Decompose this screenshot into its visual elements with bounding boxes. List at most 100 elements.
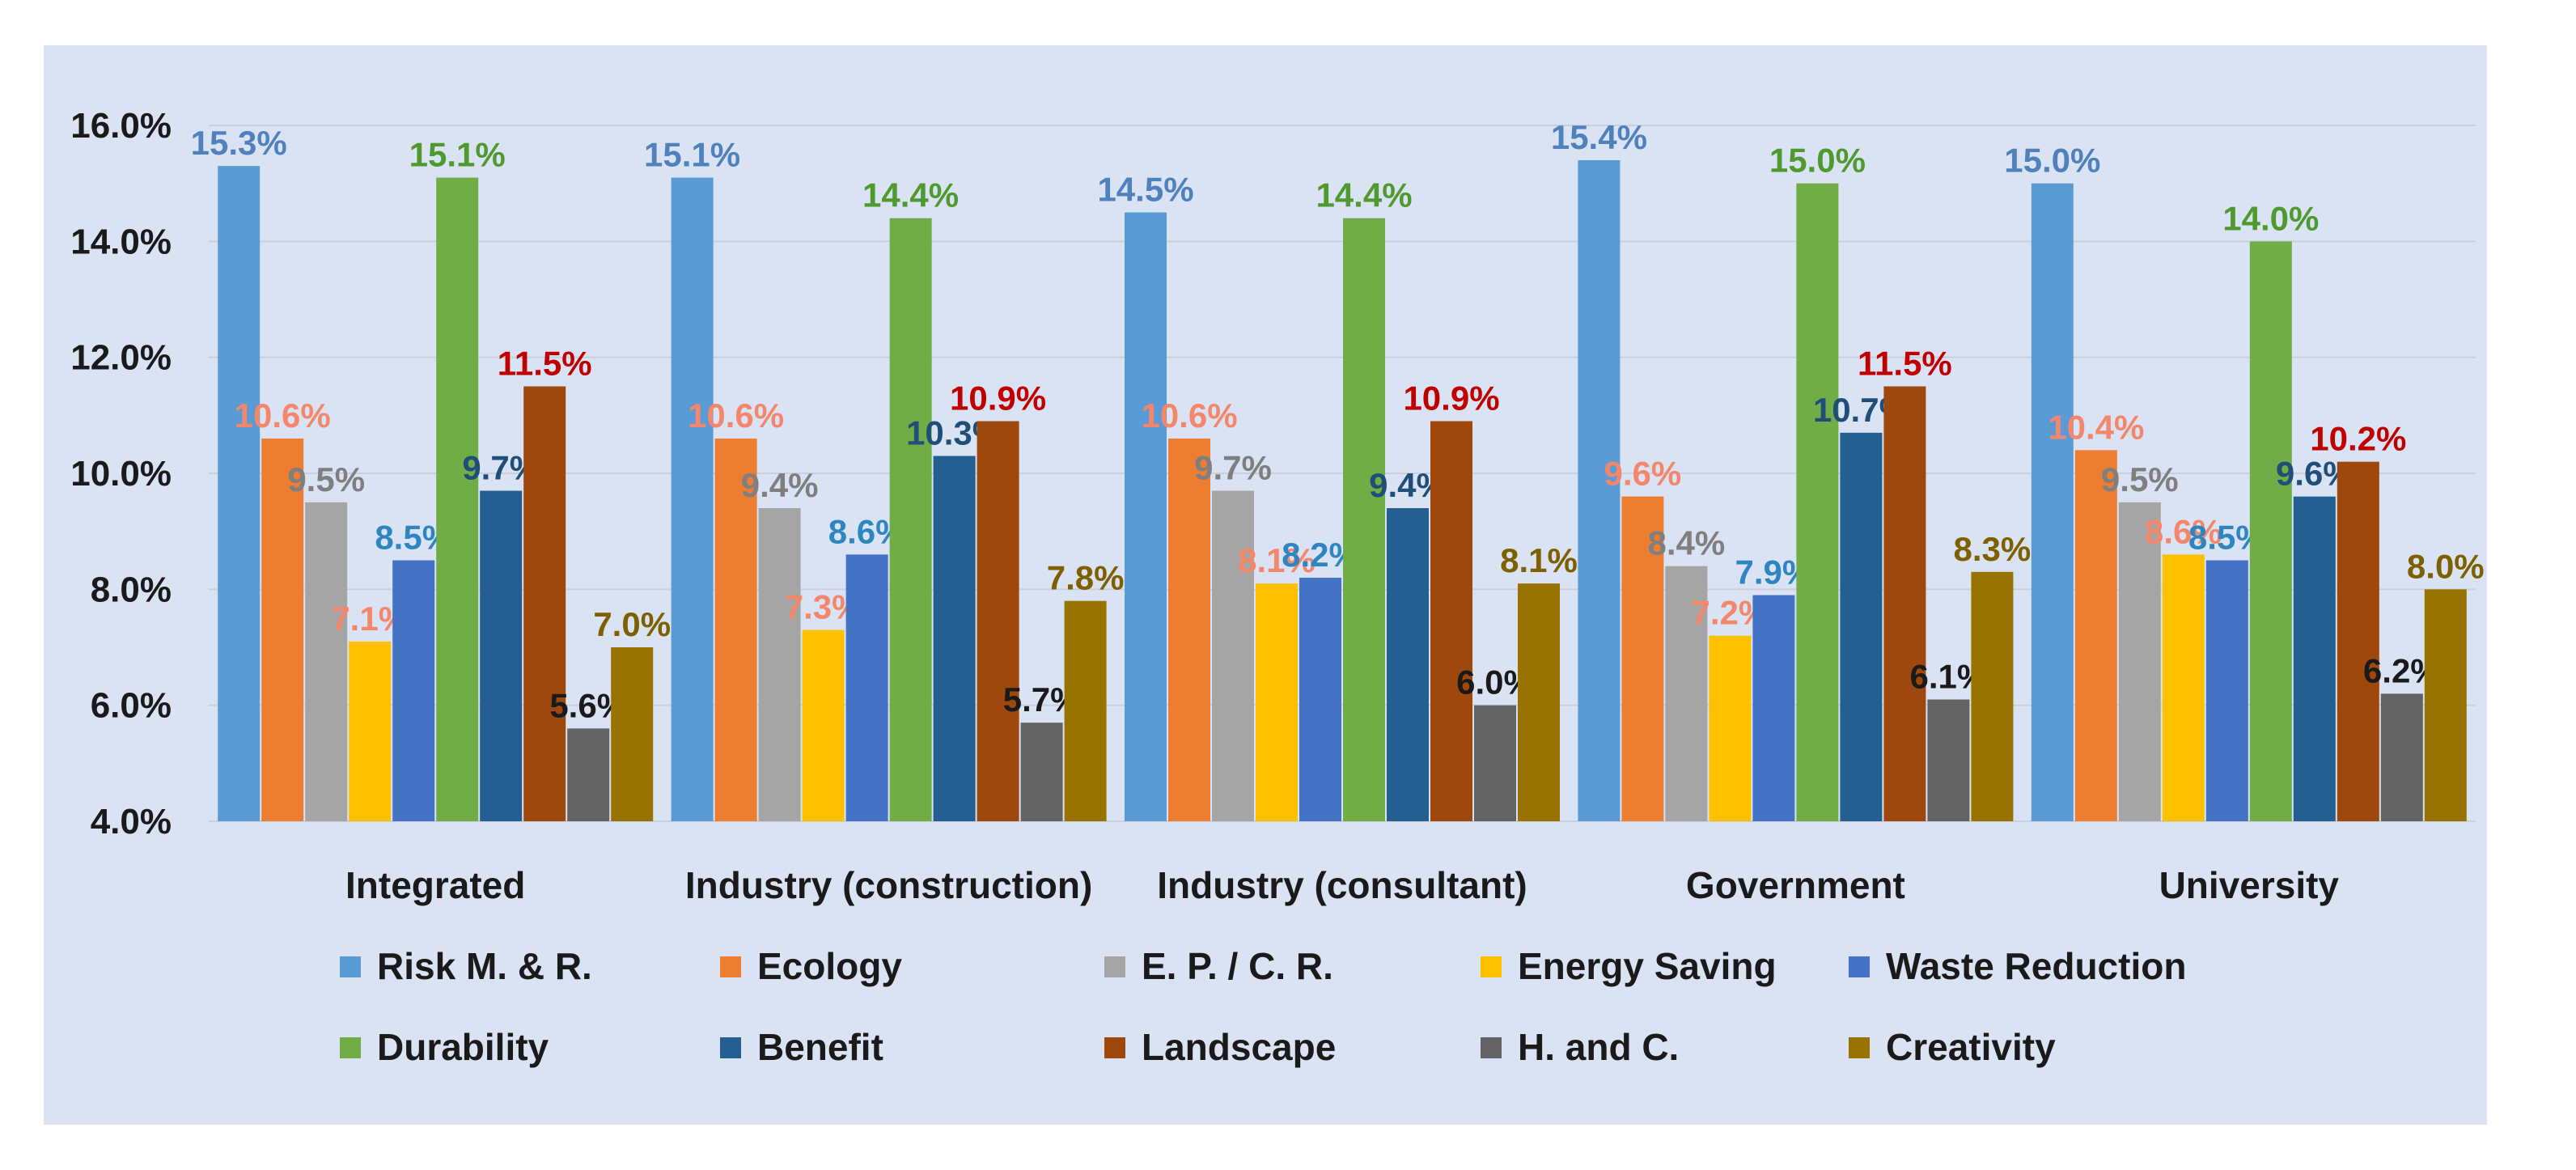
bar-ecology-university: [2074, 450, 2117, 821]
legend-label-energy-saving: Energy Saving: [1518, 945, 1777, 987]
data-label: 15.1%: [644, 136, 740, 174]
bar-landscape-industry-consultant: [1430, 421, 1472, 821]
data-label: 8.6%: [2145, 512, 2222, 550]
bar-creativity-government: [1971, 571, 2014, 821]
data-label: 11.5%: [1858, 345, 1952, 383]
bar-waste-reduction-integrated: [392, 560, 435, 821]
legend-swatch-risk-m-r: [340, 956, 361, 977]
bar-ecology-integrated: [261, 439, 304, 821]
legend-label-creativity: Creativity: [1886, 1026, 2056, 1068]
legend-swatch-durability: [340, 1037, 361, 1058]
data-label: 8.4%: [1648, 524, 1726, 562]
bar-benefit-integrated: [480, 490, 523, 821]
legend-label-h-and-c: H. and C.: [1518, 1026, 1679, 1068]
bar-landscape-government: [1883, 386, 1926, 821]
data-label: 10.6%: [235, 396, 331, 435]
bar-benefit-university: [2293, 496, 2336, 821]
bar-landscape-industry-construction: [977, 421, 1019, 821]
y-tick-label: 10.0%: [70, 454, 172, 494]
bar-landscape-university: [2337, 461, 2379, 821]
data-label: 7.0%: [593, 605, 671, 643]
bar-durability-industry-consultant: [1343, 218, 1385, 822]
bar-h-and-c-government: [1927, 699, 1970, 821]
legend-swatch-creativity: [1849, 1037, 1870, 1058]
data-label: 15.3%: [191, 124, 287, 162]
data-label: 10.2%: [2310, 420, 2406, 458]
bar-energy-saving-industry-consultant: [1256, 583, 1298, 821]
data-label: 9.4%: [741, 466, 819, 504]
bar-landscape-integrated: [523, 386, 566, 821]
legend-label-landscape: Landscape: [1142, 1026, 1336, 1068]
data-label: 8.1%: [1500, 541, 1578, 579]
data-label: 10.9%: [950, 379, 1046, 418]
bar-e-p-c-r-integrated: [305, 502, 348, 821]
bar-durability-government: [1796, 183, 1839, 821]
bar-waste-reduction-industry-consultant: [1299, 578, 1341, 821]
data-label: 9.6%: [1604, 455, 1682, 493]
bar-energy-saving-integrated: [349, 641, 392, 821]
bar-risk-m-r-industry-consultant: [1125, 212, 1167, 821]
bar-h-and-c-industry-construction: [1020, 723, 1063, 821]
bar-waste-reduction-university: [2205, 560, 2248, 821]
bar-energy-saving-industry-construction: [802, 630, 845, 821]
category-label: Industry (construction): [685, 864, 1092, 906]
category-label: Industry (consultant): [1157, 864, 1527, 906]
y-tick-label: 16.0%: [70, 106, 172, 146]
legend-swatch-e-p-c-r: [1104, 956, 1125, 977]
bar-durability-integrated: [436, 177, 479, 821]
data-label: 11.5%: [498, 345, 592, 383]
data-label: 9.7%: [1194, 449, 1272, 487]
bar-durability-industry-construction: [889, 218, 932, 822]
y-tick-label: 6.0%: [91, 686, 172, 726]
bar-creativity-industry-construction: [1064, 600, 1107, 821]
bar-energy-saving-university: [2162, 554, 2205, 821]
data-label: 10.6%: [688, 396, 784, 435]
data-label: 10.6%: [1141, 396, 1237, 435]
bar-benefit-industry-construction: [933, 456, 976, 821]
y-tick-label: 8.0%: [91, 570, 172, 609]
bar-ecology-industry-construction: [714, 439, 757, 821]
data-label: 14.4%: [862, 176, 959, 214]
bar-ecology-government: [1621, 496, 1664, 821]
data-label: 10.9%: [1403, 379, 1499, 418]
data-label: 15.0%: [2004, 142, 2100, 180]
bar-energy-saving-government: [1709, 635, 1752, 821]
bar-waste-reduction-industry-construction: [845, 554, 888, 821]
bar-h-and-c-university: [2380, 693, 2423, 821]
legend-label-e-p-c-r: E. P. / C. R.: [1142, 945, 1333, 987]
data-label: 8.0%: [2407, 547, 2485, 585]
bar-risk-m-r-industry-construction: [671, 177, 714, 821]
data-label: 9.5%: [287, 460, 365, 498]
bar-e-p-c-r-industry-consultant: [1212, 490, 1254, 821]
bar-risk-m-r-university: [2031, 183, 2074, 821]
legend-swatch-landscape: [1104, 1037, 1125, 1058]
data-label: 15.0%: [1769, 142, 1866, 180]
bar-waste-reduction-government: [1752, 595, 1795, 821]
legend-label-risk-m-r: Risk M. & R.: [377, 945, 592, 987]
data-label: 8.1%: [1238, 541, 1316, 579]
data-label: 15.1%: [409, 136, 506, 174]
bar-risk-m-r-government: [1578, 160, 1621, 821]
data-label: 9.5%: [2101, 460, 2179, 498]
bar-ecology-industry-consultant: [1168, 439, 1210, 821]
y-tick-label: 4.0%: [91, 802, 172, 841]
bar-creativity-university: [2424, 589, 2467, 821]
legend-swatch-ecology: [720, 956, 741, 977]
legend-swatch-h-and-c: [1481, 1037, 1502, 1058]
data-label: 8.3%: [1954, 530, 2032, 568]
category-label: University: [2159, 864, 2340, 906]
legend-swatch-benefit: [720, 1037, 741, 1058]
bar-e-p-c-r-government: [1665, 566, 1708, 821]
y-tick-label: 14.0%: [70, 222, 172, 261]
data-label: 7.8%: [1047, 559, 1125, 597]
data-label: 14.0%: [2222, 199, 2319, 237]
legend-label-waste-reduction: Waste Reduction: [1886, 945, 2186, 987]
data-label: 14.5%: [1097, 171, 1193, 209]
bar-creativity-industry-consultant: [1518, 583, 1560, 821]
data-label: 14.4%: [1316, 176, 1412, 214]
category-label: Government: [1686, 864, 1905, 906]
data-label: 15.4%: [1551, 118, 1647, 156]
legend-swatch-energy-saving: [1481, 956, 1502, 977]
bar-h-and-c-integrated: [567, 728, 610, 821]
